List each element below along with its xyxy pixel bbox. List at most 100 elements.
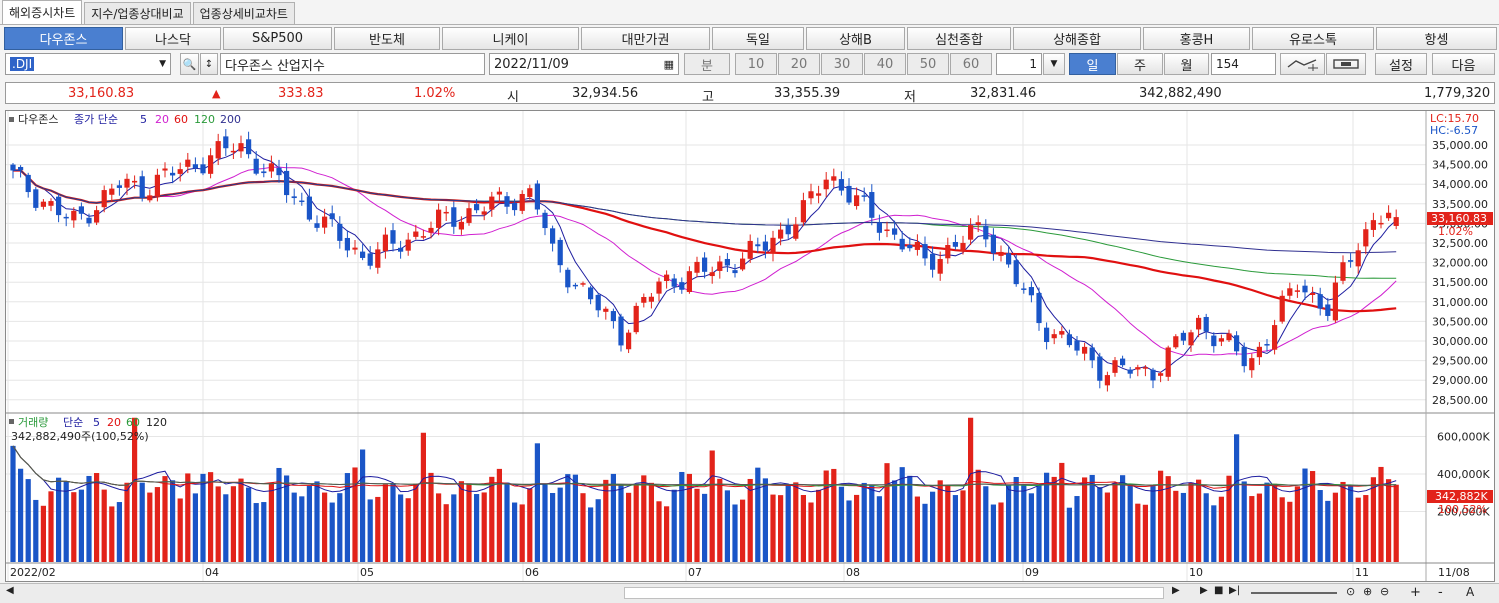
- market-taiwan[interactable]: 대만가권: [581, 27, 710, 50]
- candle-body: [367, 253, 373, 266]
- volume-bar: [1325, 500, 1331, 562]
- settings-button[interactable]: 설정: [1375, 53, 1427, 75]
- market-sp500[interactable]: S&P500: [223, 27, 332, 50]
- candle-body: [1264, 344, 1270, 346]
- period-dropdown-icon[interactable]: ▼: [1043, 53, 1065, 75]
- minus-icon[interactable]: -: [1438, 585, 1443, 600]
- tab-overseas-chart[interactable]: 해외증시차트: [2, 0, 83, 24]
- volume-bar: [762, 478, 768, 562]
- period-input[interactable]: 1: [996, 53, 1042, 75]
- period-40[interactable]: 40: [864, 53, 906, 75]
- candle-body: [1059, 331, 1065, 335]
- count-input[interactable]: 154: [1211, 53, 1276, 75]
- scroll-bar[interactable]: ◀ ▶ ▶ ■ ▶| ⊙ ⊕ ⊖ + - A: [0, 583, 1499, 603]
- dropdown-icon[interactable]: ▼: [159, 59, 166, 69]
- zoom-in-icon[interactable]: ⊕: [1363, 585, 1373, 598]
- add-icon[interactable]: +: [1410, 585, 1421, 600]
- volume-bar: [724, 490, 730, 562]
- candle-body: [816, 193, 822, 196]
- volume-legend-ma5: 5: [93, 416, 100, 429]
- volume-bar: [542, 483, 548, 562]
- market-shanghai[interactable]: 상해종합: [1013, 27, 1141, 50]
- volume-bar: [40, 505, 46, 562]
- date-tick-label: 2022/02: [10, 566, 56, 579]
- period-20[interactable]: 20: [778, 53, 820, 75]
- candle-body: [63, 216, 69, 219]
- quote-low: 32,831.46: [970, 86, 1037, 101]
- candlesticks: [10, 129, 1399, 392]
- candle-body: [1287, 288, 1293, 296]
- scroll-left-icon[interactable]: ◀: [6, 585, 14, 596]
- zoom-slider[interactable]: [1251, 592, 1337, 594]
- period-50[interactable]: 50: [907, 53, 949, 75]
- market-shenzhen[interactable]: 심천종합: [907, 27, 1011, 50]
- candle-body: [496, 191, 502, 195]
- volume-bar: [816, 489, 822, 562]
- market-nikkei[interactable]: 니케이: [442, 27, 579, 50]
- zoom-out-icon[interactable]: ⊖: [1380, 585, 1390, 598]
- period-60[interactable]: 60: [950, 53, 992, 75]
- volume-bar: [192, 493, 198, 562]
- volume-bar: [261, 502, 267, 562]
- candle-body: [1317, 294, 1323, 309]
- candle-body: [390, 230, 396, 244]
- volume-pct-label: 100,52%: [1438, 503, 1487, 516]
- scroll-thumb[interactable]: [624, 587, 1164, 599]
- candle-body: [78, 206, 84, 214]
- volume-bar: [550, 492, 556, 562]
- volume-tick-label: 400,000K: [1437, 468, 1490, 481]
- chart-area[interactable]: 35,000.0034,500.0034,000.0033,500.0033,0…: [5, 110, 1495, 582]
- candle-body: [337, 223, 343, 241]
- last-volume-marker: [1427, 490, 1493, 503]
- open-label: 시: [507, 90, 519, 105]
- up-arrow-icon: ▲: [212, 87, 221, 100]
- price-tick-label: 34,500.00: [1432, 159, 1488, 172]
- symbol-select[interactable]: .DJI ▼: [5, 53, 171, 75]
- volume-bar: [747, 478, 753, 562]
- sort-icon[interactable]: ↕: [200, 53, 218, 75]
- font-size-icon[interactable]: A: [1466, 585, 1475, 599]
- tab-sector-compare[interactable]: 업종상세비교차트: [192, 2, 295, 24]
- month-button[interactable]: 월: [1164, 53, 1209, 75]
- candle-body: [610, 311, 616, 322]
- calendar-icon[interactable]: ▦: [663, 57, 674, 71]
- step-icon[interactable]: ▶|: [1229, 585, 1241, 596]
- chart-svg[interactable]: 35,000.0034,500.0034,000.0033,500.0033,0…: [6, 111, 1494, 581]
- market-hangseng[interactable]: 항셍: [1376, 27, 1497, 50]
- volume-bar: [861, 482, 867, 562]
- candle-body: [588, 287, 594, 300]
- candle-body: [1294, 290, 1300, 292]
- market-nasdaq[interactable]: 나스닥: [125, 27, 221, 50]
- next-button[interactable]: 다음: [1432, 53, 1495, 75]
- volume-bar: [565, 474, 571, 562]
- candle-body: [147, 195, 153, 201]
- stop-icon[interactable]: ■: [1214, 585, 1224, 596]
- volume-bar: [86, 475, 92, 562]
- market-shanghai-b[interactable]: 상해B: [806, 27, 905, 50]
- play-icon[interactable]: ▶: [1200, 585, 1208, 596]
- volume-bar: [952, 495, 958, 562]
- scroll-right-icon[interactable]: ▶: [1172, 585, 1180, 596]
- search-icon[interactable]: 🔍: [180, 53, 199, 75]
- volume-bar: [78, 489, 84, 562]
- market-hongkong-h[interactable]: 홍콩H: [1143, 27, 1250, 50]
- candle-tool-icon[interactable]: [1326, 53, 1366, 75]
- market-germany[interactable]: 독일: [712, 27, 804, 50]
- price-tick-label: 29,500.00: [1432, 355, 1488, 368]
- period-10[interactable]: 10: [735, 53, 777, 75]
- day-button[interactable]: 일: [1069, 53, 1116, 75]
- period-30[interactable]: 30: [821, 53, 863, 75]
- date-input[interactable]: 2022/11/09 ▦: [489, 53, 679, 75]
- zoom-reset-icon[interactable]: ⊙: [1346, 585, 1356, 598]
- minute-button[interactable]: 분: [684, 53, 730, 75]
- volume-bar: [656, 501, 662, 562]
- tab-index-compare[interactable]: 지수/업종상대비교: [84, 2, 191, 24]
- quote-price: 33,160.83: [68, 86, 135, 101]
- market-semiconductor[interactable]: 반도체: [334, 27, 440, 50]
- volume-bar: [1028, 493, 1034, 562]
- week-button[interactable]: 주: [1117, 53, 1163, 75]
- volume-bar: [1097, 487, 1103, 562]
- market-dow[interactable]: 다우존스: [4, 27, 123, 50]
- market-eurostoxx[interactable]: 유로스톡: [1252, 27, 1374, 50]
- line-tool-icon[interactable]: [1280, 53, 1325, 75]
